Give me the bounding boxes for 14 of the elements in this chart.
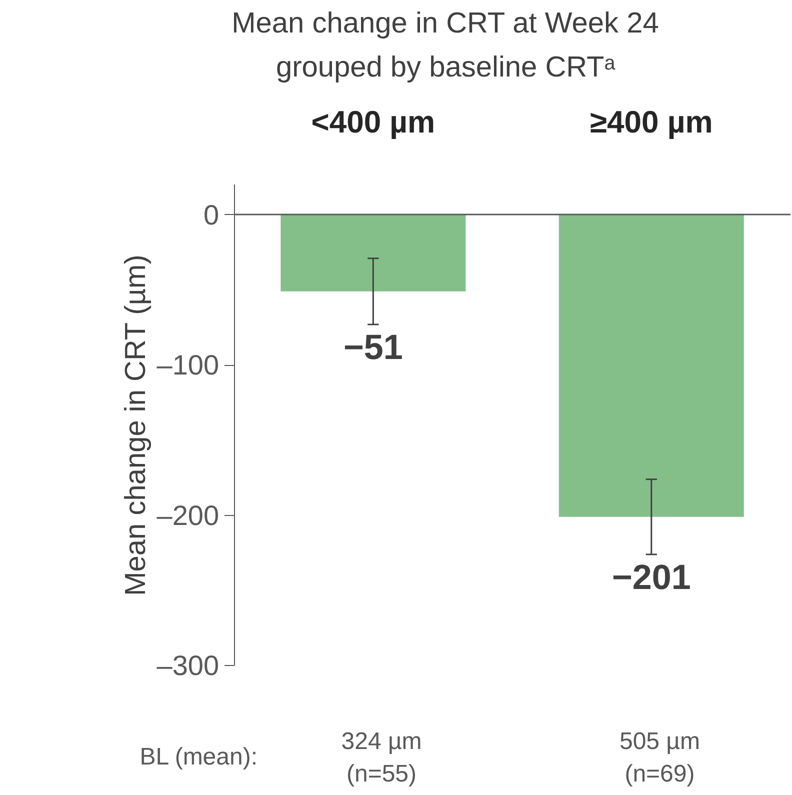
x-tick-label: <400 µm <box>311 104 436 140</box>
y-axis-title: Mean change in CRT (µm) <box>120 254 152 596</box>
text: 505 µm (n=69) <box>619 728 700 788</box>
chart-subtitle: grouped by baseline CRTᵃ <box>276 52 616 84</box>
y-tick-label: 0 <box>203 199 220 230</box>
chart-title: Mean change in CRT at Week 24 <box>232 8 659 40</box>
text: 324 µm (n=55) <box>341 728 422 788</box>
text: BL (mean): <box>140 744 258 771</box>
y-tick-label: –200 <box>156 500 220 531</box>
y-tick-label: –100 <box>156 350 220 381</box>
x-tick-label: ≥400 µm <box>590 104 713 140</box>
data-label: −51 <box>343 328 403 368</box>
data-label: −201 <box>612 558 691 598</box>
y-tick-label: –300 <box>156 650 220 682</box>
